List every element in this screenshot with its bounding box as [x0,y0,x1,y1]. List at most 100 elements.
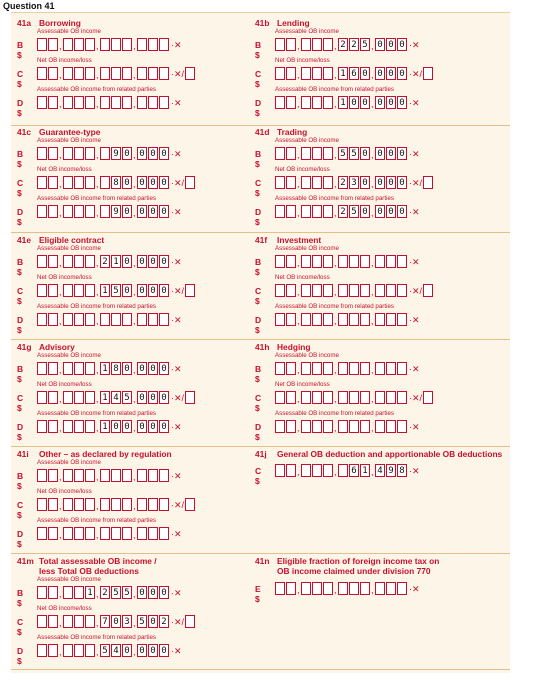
digit-box[interactable]: 2 [338,176,348,189]
digit-box[interactable] [122,67,132,80]
digit-box[interactable]: 2 [100,586,110,599]
digit-box[interactable] [63,469,73,482]
digit-box[interactable] [286,67,296,80]
digit-box[interactable]: 2 [159,615,169,628]
digit-box[interactable]: 5 [111,586,121,599]
digit-box[interactable] [137,96,147,109]
digit-box[interactable] [111,498,121,511]
amount-digit-boxes[interactable]: ,,, ·✕ [275,420,420,433]
amount-digit-boxes[interactable]: ,,, ·✕ [275,255,420,268]
digit-box[interactable] [111,527,121,540]
digit-box[interactable]: 0 [111,615,121,628]
digit-box[interactable]: 5 [360,38,370,51]
digit-box[interactable] [286,284,296,297]
digit-box[interactable] [386,420,396,433]
digit-box[interactable] [37,362,47,375]
digit-box[interactable]: 0 [148,644,158,657]
loss-indicator-box[interactable] [185,498,196,511]
digit-box[interactable] [63,586,73,599]
digit-box[interactable] [286,420,296,433]
amount-digit-boxes[interactable]: ,, 2 1 0, 0 0 0 ·✕ [37,255,182,268]
digit-box[interactable]: 0 [386,176,396,189]
digit-box[interactable] [37,498,47,511]
digit-box[interactable] [122,498,132,511]
digit-box[interactable]: 0 [397,96,407,109]
digit-box[interactable] [286,205,296,218]
digit-box[interactable] [111,96,121,109]
amount-digit-boxes[interactable]: ,, 1 0 0, 0 0 0 ·✕ [37,420,182,433]
digit-box[interactable] [63,96,73,109]
digit-box[interactable] [137,498,147,511]
digit-box[interactable] [375,362,385,375]
digit-box[interactable] [37,391,47,404]
loss-indicator-box[interactable] [185,176,196,189]
digit-box[interactable] [48,284,58,297]
digit-box[interactable] [85,420,95,433]
digit-box[interactable] [85,391,95,404]
digit-box[interactable]: 0 [159,205,169,218]
digit-box[interactable] [63,255,73,268]
digit-box[interactable] [323,67,333,80]
digit-box[interactable]: 5 [349,205,359,218]
digit-box[interactable]: 0 [122,205,132,218]
digit-box[interactable]: 1 [338,67,348,80]
digit-box[interactable] [74,391,84,404]
digit-box[interactable] [48,255,58,268]
amount-digit-boxes[interactable]: , 1, 2 5 5, 0 0 0 ·✕ [37,586,182,599]
digit-box[interactable]: 5 [349,147,359,160]
digit-box[interactable] [85,362,95,375]
digit-box[interactable] [37,147,47,160]
digit-box[interactable] [63,644,73,657]
digit-box[interactable] [323,255,333,268]
digit-box[interactable] [122,527,132,540]
digit-box[interactable] [323,420,333,433]
digit-box[interactable]: 0 [375,205,385,218]
digit-box[interactable] [63,284,73,297]
digit-box[interactable] [349,391,359,404]
digit-box[interactable]: 0 [137,391,147,404]
digit-box[interactable] [275,582,285,595]
amount-digit-boxes[interactable]: ,, 1 4 5, 0 0 0 ·✕/ [37,391,196,404]
digit-box[interactable]: 2 [338,38,348,51]
digit-box[interactable]: 4 [111,644,121,657]
loss-indicator-box[interactable] [423,67,434,80]
digit-box[interactable] [63,391,73,404]
digit-box[interactable] [286,313,296,326]
digit-box[interactable] [48,67,58,80]
digit-box[interactable] [349,255,359,268]
digit-box[interactable] [63,527,73,540]
digit-box[interactable] [122,96,132,109]
digit-box[interactable]: 0 [159,420,169,433]
digit-box[interactable]: 0 [159,586,169,599]
digit-box[interactable] [286,96,296,109]
digit-box[interactable] [312,38,322,51]
digit-box[interactable]: 9 [386,464,396,477]
digit-box[interactable] [312,255,322,268]
loss-indicator-box[interactable] [185,67,196,80]
digit-box[interactable] [100,96,110,109]
amount-digit-boxes[interactable]: ,,, ·✕ [37,313,182,326]
digit-box[interactable] [85,313,95,326]
digit-box[interactable] [63,615,73,628]
digit-box[interactable] [37,284,47,297]
loss-indicator-box[interactable] [423,284,434,297]
digit-box[interactable] [85,615,95,628]
digit-box[interactable]: 0 [360,96,370,109]
digit-box[interactable] [323,284,333,297]
digit-box[interactable]: 0 [159,644,169,657]
digit-box[interactable] [100,67,110,80]
digit-box[interactable] [63,67,73,80]
digit-box[interactable] [63,420,73,433]
digit-box[interactable]: 2 [349,38,359,51]
digit-box[interactable] [63,38,73,51]
digit-box[interactable] [275,391,285,404]
digit-box[interactable]: 0 [148,147,158,160]
amount-digit-boxes[interactable]: ,, 9 0, 0 0 0 ·✕ [37,147,182,160]
digit-box[interactable]: 0 [386,38,396,51]
digit-box[interactable]: 0 [159,391,169,404]
digit-box[interactable] [312,582,322,595]
digit-box[interactable] [386,284,396,297]
digit-box[interactable]: 0 [137,362,147,375]
digit-box[interactable] [85,498,95,511]
digit-box[interactable] [360,582,370,595]
